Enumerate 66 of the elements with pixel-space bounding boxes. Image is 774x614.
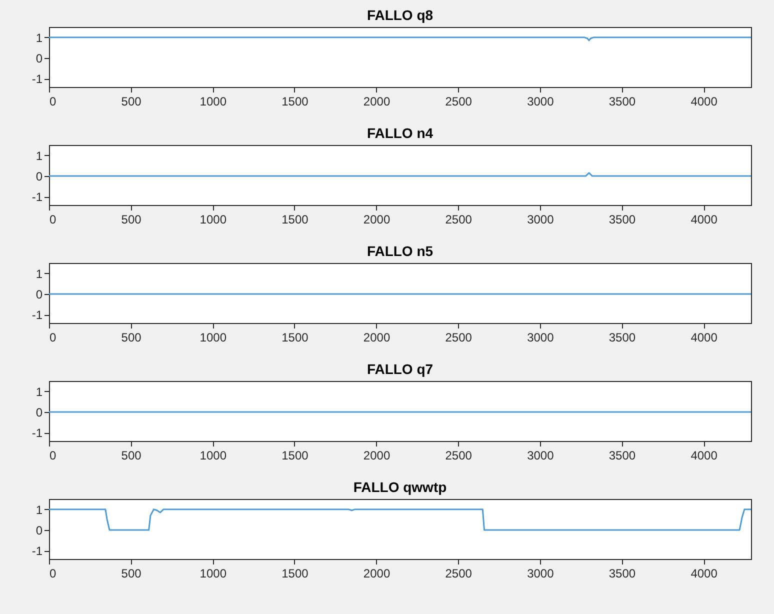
x-tick-label: 2500 <box>445 566 472 580</box>
x-tick-label: 3500 <box>608 566 636 580</box>
x-tick-label: 500 <box>121 212 142 226</box>
x-tick-label: 3000 <box>527 566 554 580</box>
y-tick-label: 1 <box>36 266 43 281</box>
y-tick-label: 1 <box>36 148 43 163</box>
x-tick-label: 1500 <box>282 212 309 226</box>
x-tick-label: 4000 <box>690 330 718 344</box>
x-tick-label: 3000 <box>527 330 554 344</box>
x-tick-label: 1000 <box>200 566 227 580</box>
x-tick-label: 3500 <box>608 448 636 462</box>
x-tick-label: 1500 <box>282 330 309 344</box>
x-tick-label: 4000 <box>690 212 718 226</box>
chart-title: FALLO q7 <box>366 361 434 377</box>
y-tick-label: 1 <box>36 384 43 399</box>
x-tick-label: 3000 <box>527 94 554 108</box>
x-tick-label: 3000 <box>527 212 554 226</box>
x-tick-label: 2500 <box>445 94 472 108</box>
x-tick-label: 2000 <box>363 566 390 580</box>
x-tick-label: 1000 <box>200 448 227 462</box>
x-tick-label: 2000 <box>363 212 390 226</box>
x-tick-label: 3500 <box>608 212 636 226</box>
x-tick-label: 0 <box>50 330 56 344</box>
y-tick-label: -1 <box>32 72 43 86</box>
x-tick-label: 2500 <box>445 448 472 462</box>
chart-title: FALLO n4 <box>366 125 434 141</box>
x-tick-label: 3000 <box>527 448 554 462</box>
y-tick-label: 0 <box>36 52 43 66</box>
y-tick-label: -1 <box>32 308 43 322</box>
x-tick-label: 4000 <box>690 566 718 580</box>
x-tick-label: 2500 <box>445 330 472 344</box>
x-tick-label: 0 <box>50 448 56 462</box>
y-tick-label: 0 <box>36 524 43 538</box>
y-tick-label: 1 <box>36 502 43 517</box>
chart-title: FALLO n5 <box>366 243 434 259</box>
y-tick-label: 1 <box>36 30 43 45</box>
x-tick-label: 1000 <box>200 212 227 226</box>
x-tick-label: 0 <box>50 566 56 580</box>
y-tick-label: 0 <box>36 170 43 184</box>
x-tick-label: 2000 <box>363 448 390 462</box>
x-tick-label: 0 <box>50 94 56 108</box>
x-tick-label: 4000 <box>690 94 718 108</box>
y-tick-label: -1 <box>32 190 43 204</box>
x-tick-label: 2500 <box>445 212 472 226</box>
x-tick-label: 1500 <box>282 94 309 108</box>
x-tick-label: 500 <box>121 330 142 344</box>
line-series <box>49 508 751 531</box>
x-tick-label: 3500 <box>608 330 636 344</box>
x-tick-label: 500 <box>121 448 142 462</box>
x-tick-label: 0 <box>50 212 56 226</box>
x-tick-label: 2000 <box>363 330 390 344</box>
x-tick-label: 1000 <box>200 330 227 344</box>
y-tick-label: -1 <box>32 544 43 558</box>
x-tick-label: 4000 <box>690 448 718 462</box>
chart-title: FALLO qwwtp <box>353 479 447 495</box>
x-tick-label: 1500 <box>282 448 309 462</box>
x-tick-label: 500 <box>121 94 142 108</box>
x-tick-label: 2000 <box>363 94 390 108</box>
x-tick-label: 3500 <box>608 94 636 108</box>
chart-title: FALLO q8 <box>366 7 434 23</box>
x-tick-label: 1500 <box>282 566 309 580</box>
y-tick-label: 0 <box>36 288 43 302</box>
y-tick-label: -1 <box>32 426 43 440</box>
x-tick-label: 1000 <box>200 94 227 108</box>
x-tick-label: 500 <box>121 566 142 580</box>
y-tick-label: 0 <box>36 406 43 420</box>
